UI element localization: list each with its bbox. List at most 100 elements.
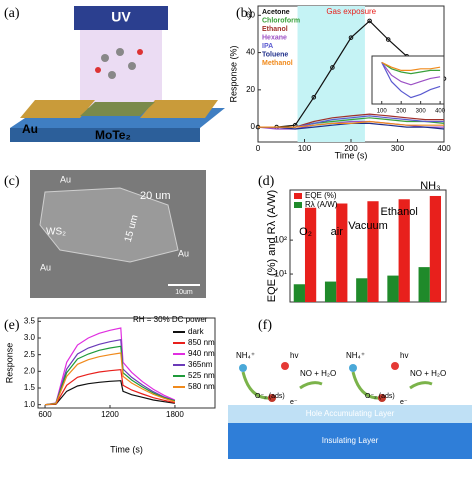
- legend-swatch: [294, 202, 302, 208]
- panel-label: (a): [4, 6, 20, 21]
- channel-label: MoTe₂: [95, 128, 131, 142]
- legend-label: 580 nm: [188, 382, 215, 391]
- bar: [398, 199, 410, 302]
- line: [44, 352, 176, 406]
- x-axis-label: Time (s): [110, 444, 143, 454]
- legend-swatch: [294, 193, 302, 199]
- y-tick-label: 3.5: [24, 316, 36, 325]
- panel-label: (c): [4, 174, 20, 189]
- electrode: [140, 100, 218, 118]
- legend-label: 365nm: [188, 360, 213, 369]
- sem-image: Au 20 um 15 um WS₂ Au Au 10um: [30, 170, 206, 298]
- line: [44, 345, 176, 406]
- sem-label: Au: [40, 262, 51, 272]
- scale-bar-label: 10um: [175, 289, 193, 296]
- line: [44, 338, 176, 406]
- x-tick-label: 600: [38, 410, 52, 419]
- sem-label: WS₂: [46, 227, 66, 238]
- y-axis-label: Response: [4, 343, 14, 384]
- legend-label: Toluene: [262, 51, 288, 58]
- uv-label: UV: [111, 9, 131, 25]
- uv-beam: [80, 28, 162, 108]
- panel-label: (e): [4, 318, 20, 333]
- point: [385, 37, 391, 42]
- product-label: NO + H₂O: [300, 369, 336, 378]
- highlight-label: Gas exposure: [326, 7, 376, 16]
- legend-label: 525 nm: [188, 371, 215, 380]
- legend-label: Hexane: [262, 34, 287, 41]
- legend-label: Methanol: [262, 60, 293, 67]
- legend-label: Ethanol: [262, 26, 288, 33]
- group-right: NH₄⁺ hv NO + H₂O O⁻₂ (ads) e⁻: [346, 351, 446, 406]
- x-tick-label: 200: [396, 109, 407, 115]
- y-tick-label: 3.0: [24, 333, 36, 342]
- y-tick-label: 2.5: [24, 350, 36, 359]
- x-tick-label: 400: [435, 109, 446, 115]
- x-tick-label: 400: [437, 144, 451, 153]
- x-axis-label: Time (s): [335, 150, 368, 160]
- x-tick-label: 100: [377, 109, 388, 115]
- adsorbate-label: O⁻₂ (ads): [365, 393, 395, 400]
- legend-label: 940 nm: [188, 349, 215, 358]
- x-tick-label: 0: [256, 144, 261, 153]
- bar: [304, 207, 317, 302]
- category-label: Ethanol: [381, 206, 418, 218]
- category-label: O₂: [299, 226, 312, 238]
- legend-label: Chloroform: [262, 17, 300, 24]
- legend-label: Rλ (A/W): [305, 200, 338, 209]
- layer-label: Insulating Layer: [322, 436, 379, 445]
- sem-label: Au: [60, 174, 71, 184]
- point: [367, 18, 372, 24]
- electron-label: e⁻: [400, 399, 408, 406]
- line: [381, 62, 441, 86]
- electrode-label: Au: [22, 122, 38, 136]
- line: [381, 61, 441, 71]
- bar: [356, 278, 368, 302]
- y-tick-label: 10¹: [274, 268, 287, 278]
- bar: [367, 201, 379, 302]
- ion-label: NH₄⁺: [346, 351, 365, 360]
- legend-label: IPA: [262, 43, 273, 50]
- line: [44, 327, 176, 406]
- photon-label: hv: [290, 351, 298, 360]
- y-axis-label: EQE (%) and Rλ (A/W): [266, 190, 278, 302]
- line: [258, 120, 444, 128]
- photon-label: hv: [400, 351, 408, 360]
- mechanism-diagram: Hole Accumulating Layer Insulating Layer…: [228, 351, 472, 459]
- y-axis-label: Response (%): [228, 45, 238, 102]
- line: [381, 62, 441, 99]
- sem-label: Au: [178, 248, 189, 258]
- line: [381, 61, 441, 75]
- adsorbate-label: O⁻₂ (ads): [255, 393, 285, 400]
- point: [311, 94, 317, 100]
- y-tick-label: 1.5: [24, 383, 36, 392]
- molecules: [95, 48, 143, 79]
- group-left: NH₄⁺ hv NO + H₂O O⁻₂ (ads) e⁻: [236, 351, 336, 406]
- category-label: NH₃: [420, 180, 440, 192]
- panel-label: (f): [258, 318, 272, 333]
- flake: [39, 187, 179, 263]
- category-label: Vacuum: [348, 220, 388, 232]
- x-tick-label: 1800: [166, 410, 184, 419]
- panel-label: (b): [236, 6, 253, 21]
- channel: [80, 102, 155, 116]
- y-tick-label: 1.0: [24, 400, 36, 409]
- bar: [293, 284, 305, 302]
- category-label: air: [331, 226, 344, 238]
- electron-label: e⁻: [290, 399, 298, 406]
- hole-layer: [228, 405, 472, 423]
- bar: [324, 281, 337, 302]
- y-tick-label: 20: [246, 85, 255, 94]
- electrode: [20, 100, 95, 118]
- bar: [336, 203, 348, 302]
- y-tick-label: 0: [251, 122, 256, 131]
- point: [348, 35, 354, 40]
- sem-label: 20 um: [140, 190, 171, 202]
- y-tick-label: 60: [246, 10, 255, 19]
- y-tick-label: 10²: [274, 234, 287, 244]
- substrate-side: [10, 128, 200, 142]
- x-tick-label: 300: [391, 144, 405, 153]
- product-label: NO + H₂O: [410, 369, 446, 378]
- y-tick-label: 40: [246, 48, 255, 57]
